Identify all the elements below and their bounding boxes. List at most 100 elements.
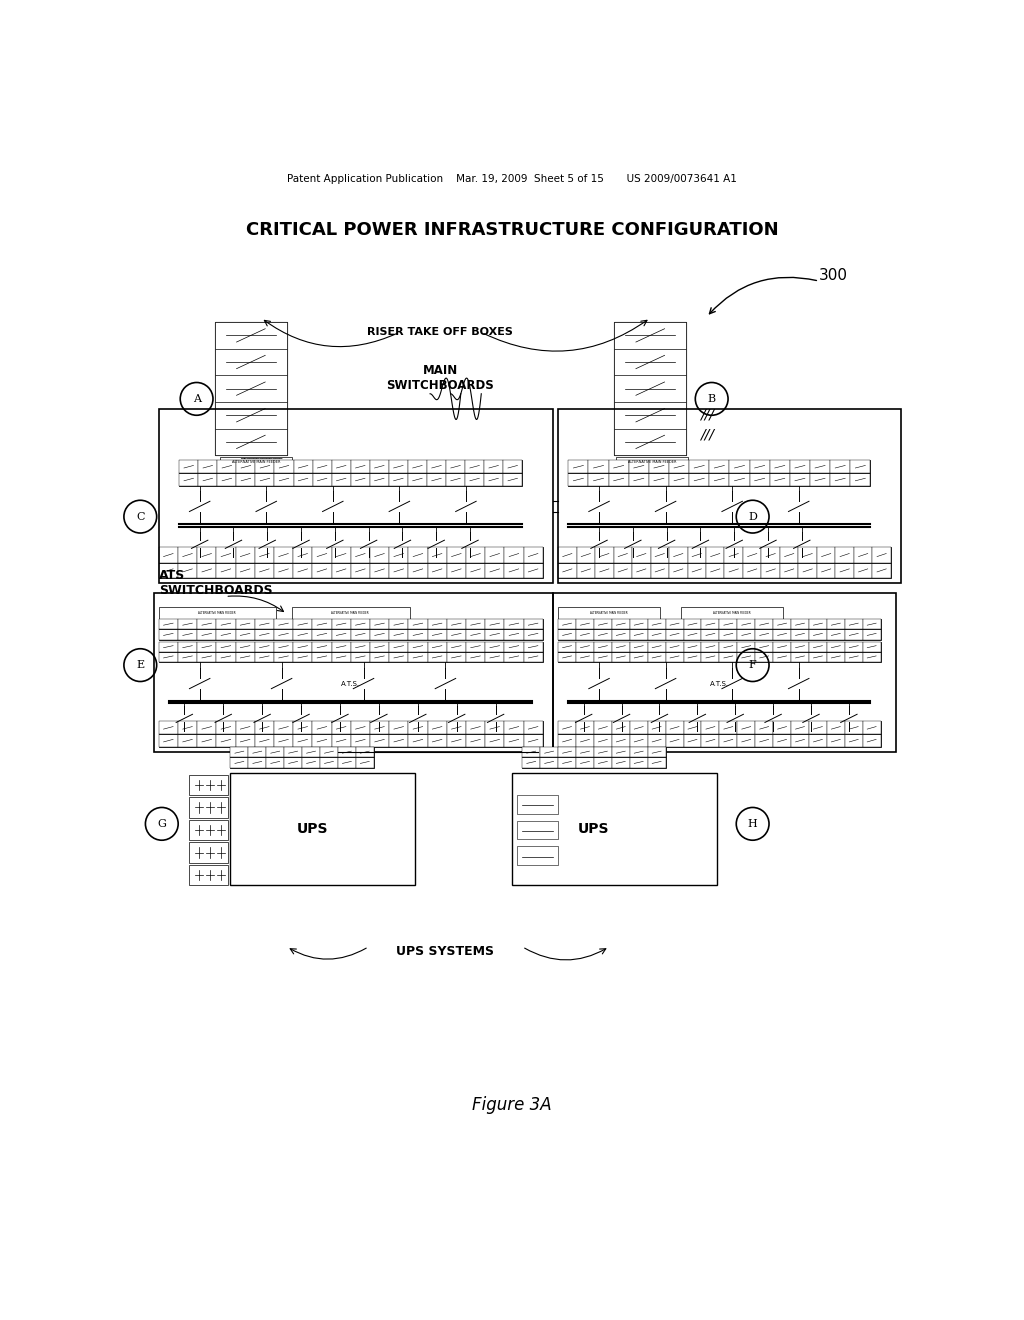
FancyBboxPatch shape bbox=[446, 548, 466, 562]
FancyBboxPatch shape bbox=[236, 619, 255, 630]
FancyBboxPatch shape bbox=[178, 734, 197, 747]
FancyBboxPatch shape bbox=[273, 652, 293, 663]
FancyBboxPatch shape bbox=[575, 734, 594, 747]
FancyBboxPatch shape bbox=[319, 758, 338, 767]
FancyBboxPatch shape bbox=[273, 642, 293, 652]
FancyBboxPatch shape bbox=[466, 722, 485, 734]
FancyBboxPatch shape bbox=[743, 548, 762, 562]
FancyBboxPatch shape bbox=[558, 562, 577, 578]
FancyBboxPatch shape bbox=[684, 619, 701, 630]
Text: ALTERNATIVE MAIN FEEDER: ALTERNATIVE MAIN FEEDER bbox=[199, 611, 236, 615]
Text: Figure 3A: Figure 3A bbox=[472, 1097, 552, 1114]
FancyBboxPatch shape bbox=[179, 473, 199, 486]
FancyBboxPatch shape bbox=[230, 758, 248, 767]
FancyBboxPatch shape bbox=[178, 630, 197, 639]
FancyBboxPatch shape bbox=[629, 473, 649, 486]
FancyBboxPatch shape bbox=[197, 562, 216, 578]
FancyBboxPatch shape bbox=[189, 842, 228, 863]
FancyBboxPatch shape bbox=[862, 652, 881, 663]
FancyBboxPatch shape bbox=[773, 652, 792, 663]
FancyBboxPatch shape bbox=[159, 642, 178, 652]
FancyBboxPatch shape bbox=[503, 473, 522, 486]
FancyBboxPatch shape bbox=[616, 457, 688, 466]
FancyBboxPatch shape bbox=[255, 722, 274, 734]
FancyBboxPatch shape bbox=[485, 548, 504, 562]
FancyBboxPatch shape bbox=[830, 473, 850, 486]
FancyBboxPatch shape bbox=[312, 562, 332, 578]
FancyBboxPatch shape bbox=[862, 630, 881, 639]
FancyBboxPatch shape bbox=[648, 652, 666, 663]
FancyBboxPatch shape bbox=[159, 548, 543, 562]
FancyBboxPatch shape bbox=[737, 734, 756, 747]
FancyBboxPatch shape bbox=[428, 619, 446, 630]
FancyBboxPatch shape bbox=[332, 642, 350, 652]
FancyBboxPatch shape bbox=[630, 642, 647, 652]
FancyBboxPatch shape bbox=[409, 548, 428, 562]
FancyBboxPatch shape bbox=[294, 461, 312, 473]
FancyBboxPatch shape bbox=[248, 758, 266, 767]
FancyBboxPatch shape bbox=[666, 722, 684, 734]
FancyBboxPatch shape bbox=[862, 642, 881, 652]
FancyBboxPatch shape bbox=[773, 734, 792, 747]
FancyBboxPatch shape bbox=[630, 630, 647, 639]
FancyBboxPatch shape bbox=[370, 548, 389, 562]
FancyBboxPatch shape bbox=[589, 473, 608, 486]
FancyBboxPatch shape bbox=[179, 461, 199, 473]
FancyBboxPatch shape bbox=[427, 461, 446, 473]
FancyBboxPatch shape bbox=[273, 722, 293, 734]
FancyBboxPatch shape bbox=[845, 734, 862, 747]
FancyBboxPatch shape bbox=[236, 722, 255, 734]
FancyBboxPatch shape bbox=[575, 630, 594, 639]
FancyBboxPatch shape bbox=[517, 821, 558, 840]
FancyBboxPatch shape bbox=[159, 734, 543, 747]
FancyBboxPatch shape bbox=[197, 642, 216, 652]
FancyBboxPatch shape bbox=[568, 461, 870, 473]
FancyBboxPatch shape bbox=[332, 473, 350, 486]
FancyBboxPatch shape bbox=[575, 642, 594, 652]
FancyBboxPatch shape bbox=[302, 758, 321, 767]
FancyBboxPatch shape bbox=[729, 461, 750, 473]
FancyBboxPatch shape bbox=[854, 548, 872, 562]
FancyBboxPatch shape bbox=[409, 630, 428, 639]
FancyBboxPatch shape bbox=[484, 461, 503, 473]
FancyBboxPatch shape bbox=[666, 652, 684, 663]
FancyBboxPatch shape bbox=[504, 548, 523, 562]
FancyBboxPatch shape bbox=[159, 607, 276, 619]
FancyBboxPatch shape bbox=[612, 652, 630, 663]
FancyBboxPatch shape bbox=[809, 722, 827, 734]
FancyBboxPatch shape bbox=[255, 652, 274, 663]
FancyBboxPatch shape bbox=[293, 630, 312, 639]
FancyBboxPatch shape bbox=[237, 473, 255, 486]
FancyBboxPatch shape bbox=[756, 619, 773, 630]
FancyBboxPatch shape bbox=[862, 722, 881, 734]
FancyBboxPatch shape bbox=[872, 548, 891, 562]
FancyBboxPatch shape bbox=[523, 619, 543, 630]
FancyBboxPatch shape bbox=[465, 473, 484, 486]
FancyBboxPatch shape bbox=[773, 619, 792, 630]
FancyBboxPatch shape bbox=[558, 642, 575, 652]
FancyBboxPatch shape bbox=[409, 652, 428, 663]
FancyBboxPatch shape bbox=[255, 619, 274, 630]
FancyBboxPatch shape bbox=[312, 473, 332, 486]
FancyBboxPatch shape bbox=[485, 722, 504, 734]
FancyBboxPatch shape bbox=[409, 734, 428, 747]
FancyBboxPatch shape bbox=[159, 619, 543, 630]
FancyBboxPatch shape bbox=[862, 734, 881, 747]
FancyBboxPatch shape bbox=[197, 619, 216, 630]
FancyBboxPatch shape bbox=[350, 630, 370, 639]
FancyBboxPatch shape bbox=[370, 461, 389, 473]
FancyBboxPatch shape bbox=[427, 473, 446, 486]
FancyBboxPatch shape bbox=[613, 548, 632, 562]
FancyBboxPatch shape bbox=[293, 734, 312, 747]
FancyBboxPatch shape bbox=[408, 461, 427, 473]
FancyBboxPatch shape bbox=[293, 619, 312, 630]
FancyBboxPatch shape bbox=[850, 473, 870, 486]
FancyBboxPatch shape bbox=[575, 758, 594, 767]
Text: ALTERNATIVE MAIN FEEDER: ALTERNATIVE MAIN FEEDER bbox=[231, 461, 281, 465]
FancyBboxPatch shape bbox=[792, 734, 809, 747]
FancyBboxPatch shape bbox=[504, 722, 523, 734]
FancyBboxPatch shape bbox=[199, 473, 217, 486]
FancyBboxPatch shape bbox=[446, 630, 466, 639]
FancyBboxPatch shape bbox=[409, 722, 428, 734]
FancyBboxPatch shape bbox=[650, 548, 669, 562]
